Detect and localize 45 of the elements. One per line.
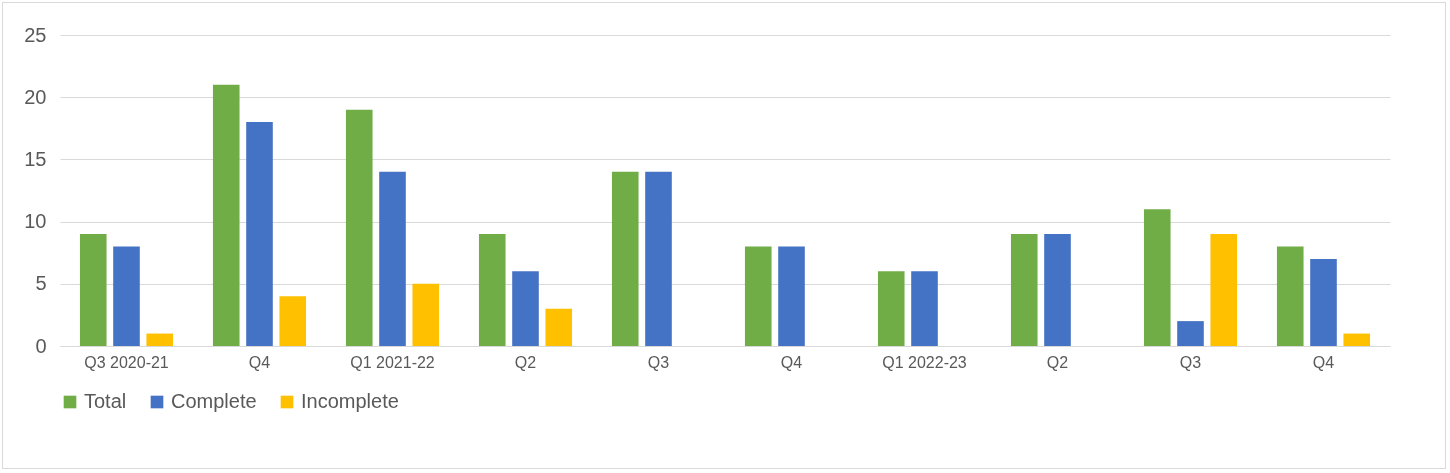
y-tick-label: 10 [24, 210, 47, 233]
x-tick-label: Q4 [248, 353, 271, 371]
x-tick-label: Q1 2022-23 [882, 353, 967, 371]
bar [345, 109, 373, 346]
bar [512, 271, 539, 346]
y-tick-label: 20 [24, 85, 47, 108]
bar [246, 122, 273, 346]
bar [113, 246, 140, 346]
x-tick-label: Q2 [1046, 353, 1069, 371]
y-tick-label: 25 [24, 23, 47, 46]
legend-label: Incomplete [301, 390, 399, 412]
bar [146, 333, 174, 346]
bar [911, 271, 938, 346]
bar [1276, 246, 1304, 346]
legend-label: Complete [171, 390, 257, 412]
bar [1177, 321, 1204, 346]
bar [478, 234, 506, 346]
bar [212, 84, 240, 346]
bar [744, 246, 772, 346]
x-tick-label: Q2 [514, 353, 537, 371]
y-tick-label: 15 [24, 147, 47, 170]
bar [545, 308, 573, 346]
bar [1143, 209, 1171, 346]
bar [1010, 234, 1038, 346]
bar [1343, 333, 1371, 346]
x-tick-label: Q4 [780, 353, 803, 371]
bar [1044, 234, 1071, 346]
bar [1310, 258, 1337, 346]
x-tick-label: Q4 [1312, 353, 1335, 371]
bar [79, 234, 107, 346]
x-tick-label: Q3 [647, 353, 670, 371]
legend-label: Total [84, 390, 127, 412]
bar [412, 283, 440, 346]
bar [1210, 234, 1238, 346]
bar [645, 171, 672, 346]
bar [877, 271, 905, 346]
y-tick-label: 5 [35, 272, 47, 295]
bar [379, 171, 406, 346]
bar [778, 246, 805, 346]
bar [611, 171, 639, 346]
x-tick-label: Q1 2021-22 [350, 353, 435, 371]
y-tick-label: 0 [35, 334, 47, 357]
x-tick-label: Q3 [1179, 353, 1202, 371]
x-tick-label: Q3 2020-21 [84, 353, 169, 371]
bar [279, 296, 307, 346]
